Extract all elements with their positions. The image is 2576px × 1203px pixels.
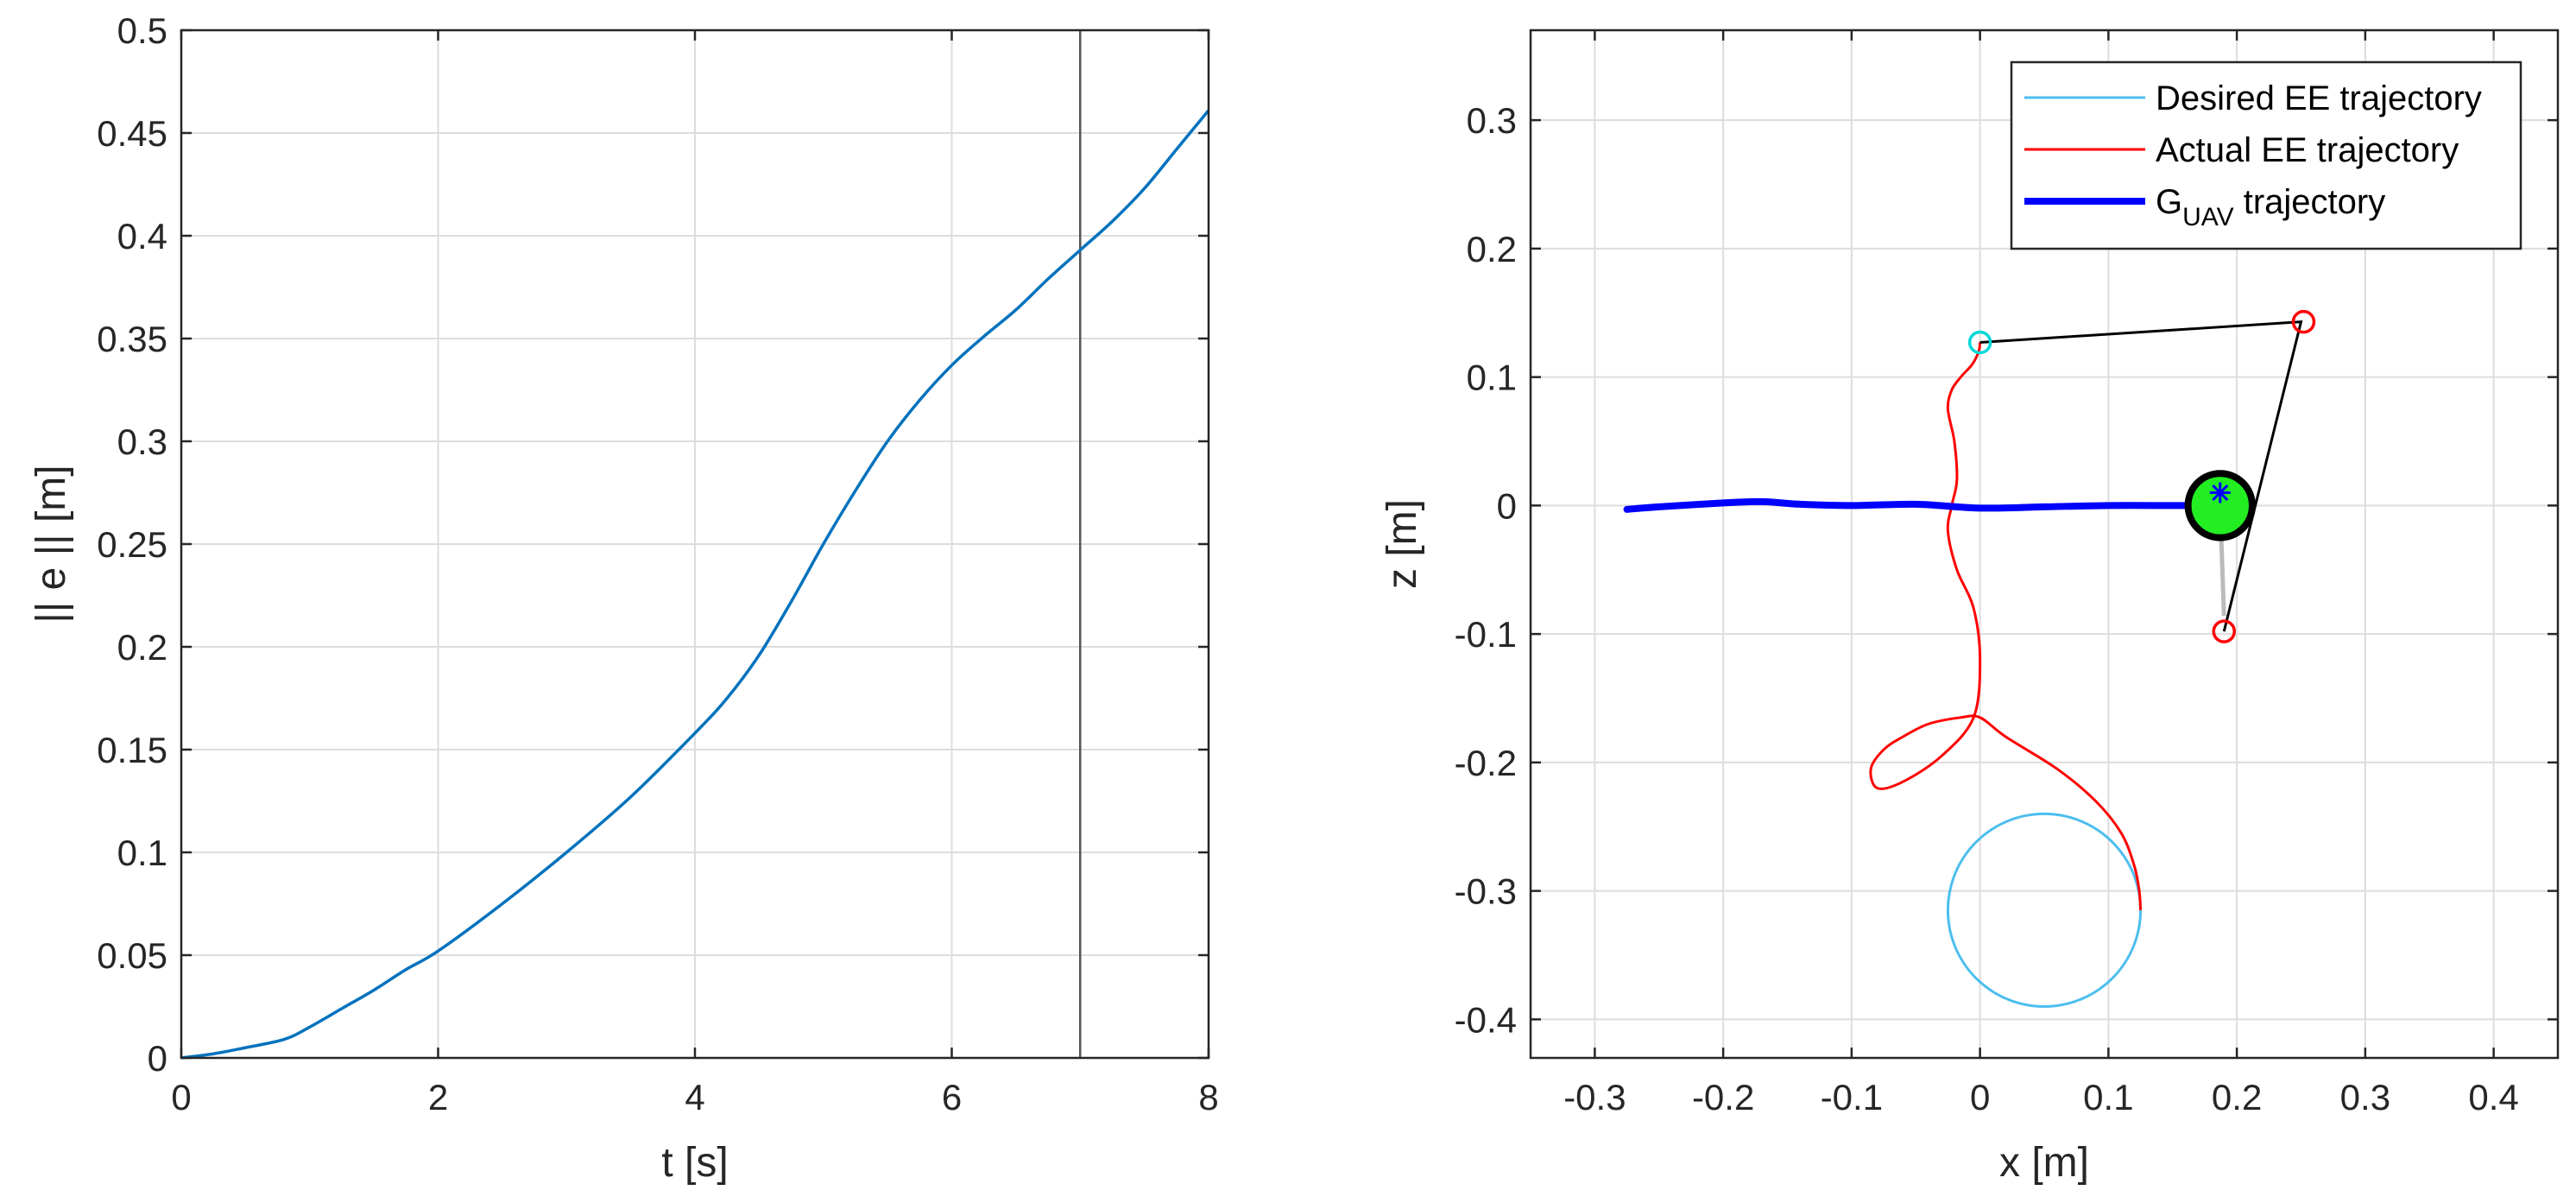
plot2-y-tick-labels: -0.4 -0.3 -0.2 -0.1 0 0.1 0.2 0.3 [1455,100,1517,1040]
x-tick-label: 0.1 [2083,1077,2133,1118]
y-tick-label: 0.4 [117,216,167,256]
x-tick-label: 0 [171,1077,191,1118]
plot2-frame [1529,28,2560,1060]
plot2-x-axis-label: x [m] [1999,1140,2089,1186]
y-tick-label: 0.1 [1467,358,1517,398]
legend-box [2010,60,2522,250]
y-tick-label: -0.4 [1455,999,1517,1040]
plot2-y-axis-label: z [m] [1380,499,1425,589]
desired-ee-current-marker [1967,330,1992,355]
y-tick-label: 0.3 [1467,100,1517,141]
plot1-y-axis-label: || e || [m] [28,465,74,623]
y-tick-label: -0.2 [1455,743,1517,783]
actual-joint-marker-2 [2212,619,2236,643]
y-tick-label: 0.2 [117,627,167,668]
guav-trajectory [1623,497,2221,513]
y-tick-label: -0.3 [1455,871,1517,912]
legend-guav-rest: trajectory [2234,183,2386,221]
y-tick-label: 0.45 [97,113,167,154]
y-tick-label: 0.25 [97,524,167,565]
legend: Desired EE trajectory Actual EE trajecto… [2010,60,2522,250]
x-tick-label: 0.2 [2212,1077,2262,1118]
y-tick-label: 0.5 [117,10,167,51]
uav-center-star-marker [2209,482,2231,503]
y-tick-label: 0 [148,1038,167,1079]
x-tick-label: 0.3 [2340,1077,2390,1118]
x-tick-label: -0.2 [1692,1077,1754,1118]
x-tick-label: 0 [1970,1077,1990,1118]
y-tick-label: 0 [1497,485,1517,526]
x-tick-label: -0.1 [1821,1077,1883,1118]
plot1-frame [180,28,1210,1060]
plot2-x-tick-labels: -0.3 -0.2 -0.1 0 0.1 0.2 0.3 0.4 [1563,1077,2519,1118]
actual-ee-trajectory [1869,342,2143,911]
x-tick-label: 4 [685,1077,704,1118]
actual-joint-marker-1 [2291,309,2316,334]
uav-body-marker [2184,470,2256,541]
x-tick-label: 6 [942,1077,962,1118]
error-norm-line [180,109,1210,1060]
arm-links [1979,320,2303,632]
y-tick-label: 0.35 [97,319,167,359]
legend-guav-main: G [2156,183,2182,221]
plot1-y-tick-labels: 0 0.05 0.1 0.15 0.2 0.25 0.3 0.35 0.4 0.45 0.5 [97,10,167,1079]
plot1-x-axis-label: t [s] [661,1140,728,1186]
y-tick-label: -0.1 [1455,614,1517,655]
y-tick-label: 0.05 [97,935,167,976]
y-tick-label: 0.2 [1467,229,1517,269]
trajectory-plot: -0.3 -0.2 -0.1 0 0.1 0.2 0.3 0.4 -0.4-0.3-0.2-0… [1380,28,2560,1186]
y-tick-label: 0.15 [97,730,167,770]
legend-actual-label: Actual EE trajectory [2156,131,2459,169]
legend-desired-label: Desired EE trajectory [2156,79,2482,117]
y-tick-label: 0.3 [117,421,167,462]
legend-guav-label: GUAV trajectory [2156,183,2385,231]
x-tick-label: 2 [428,1077,448,1118]
x-tick-label: 0.4 [2468,1077,2518,1118]
legend-guav-sub: UAV [2182,203,2233,231]
x-tick-label: -0.3 [1563,1077,1626,1118]
star-stroke [2212,484,2229,502]
x-tick-label: 8 [1198,1077,1218,1118]
plot1-x-tick-labels: 0 2 4 6 8 [171,1077,1218,1118]
y-tick-label: 0.1 [117,833,167,873]
